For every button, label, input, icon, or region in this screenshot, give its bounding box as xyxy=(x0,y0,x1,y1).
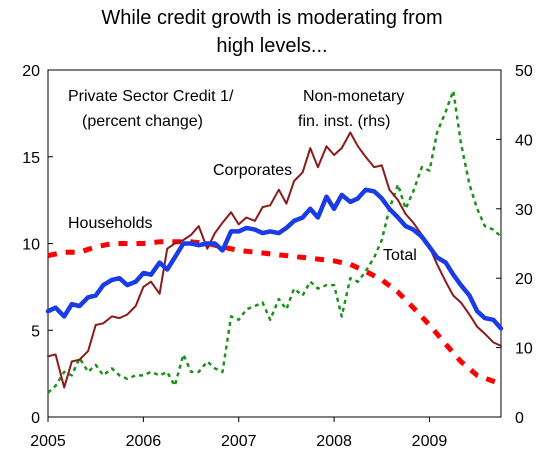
right-tick-label: 10 xyxy=(515,341,533,358)
series-layer xyxy=(45,89,504,394)
left-tick-label: 0 xyxy=(31,410,40,427)
x-tick-label: 2007 xyxy=(221,433,257,450)
x-tick-label: 2005 xyxy=(30,433,66,450)
left-axis: 0 5 10 15 20 xyxy=(22,63,53,427)
right-tick-label: 20 xyxy=(515,271,533,288)
left-tick-label: 10 xyxy=(22,237,40,254)
x-tick-label: 2009 xyxy=(412,433,448,450)
x-axis: 2005 2006 2007 2008 2009 xyxy=(30,417,447,450)
annotation-total: Total xyxy=(383,247,417,264)
x-tick-label: 2006 xyxy=(126,433,162,450)
left-tick-label: 20 xyxy=(22,63,40,80)
right-tick-label: 50 xyxy=(515,63,533,80)
annotation-header-2: (percent change) xyxy=(82,113,203,130)
x-tick-label: 2008 xyxy=(316,433,352,450)
annotation-nonmonetary-1: Non-monetary xyxy=(303,88,404,105)
chart-title-line-2: high levels... xyxy=(216,35,327,57)
annotation-households: Households xyxy=(68,215,153,232)
series-line-total xyxy=(45,187,504,331)
right-tick-label: 40 xyxy=(515,132,533,149)
annotation-header-1: Private Sector Credit 1/ xyxy=(68,88,234,105)
right-tick-label: 30 xyxy=(515,202,533,219)
chart-title-line-1: While credit growth is moderating from xyxy=(101,7,442,29)
series-line-nonmonetary xyxy=(47,89,502,394)
annotation-corporates: Corporates xyxy=(213,162,292,179)
right-axis: 0 10 20 30 40 50 xyxy=(496,63,533,427)
series-line-households xyxy=(47,239,502,387)
right-tick-label: 0 xyxy=(515,410,524,427)
annotation-nonmonetary-2: fin. inst. (rhs) xyxy=(298,113,390,130)
left-tick-label: 5 xyxy=(31,323,40,340)
left-tick-label: 15 xyxy=(22,150,40,167)
